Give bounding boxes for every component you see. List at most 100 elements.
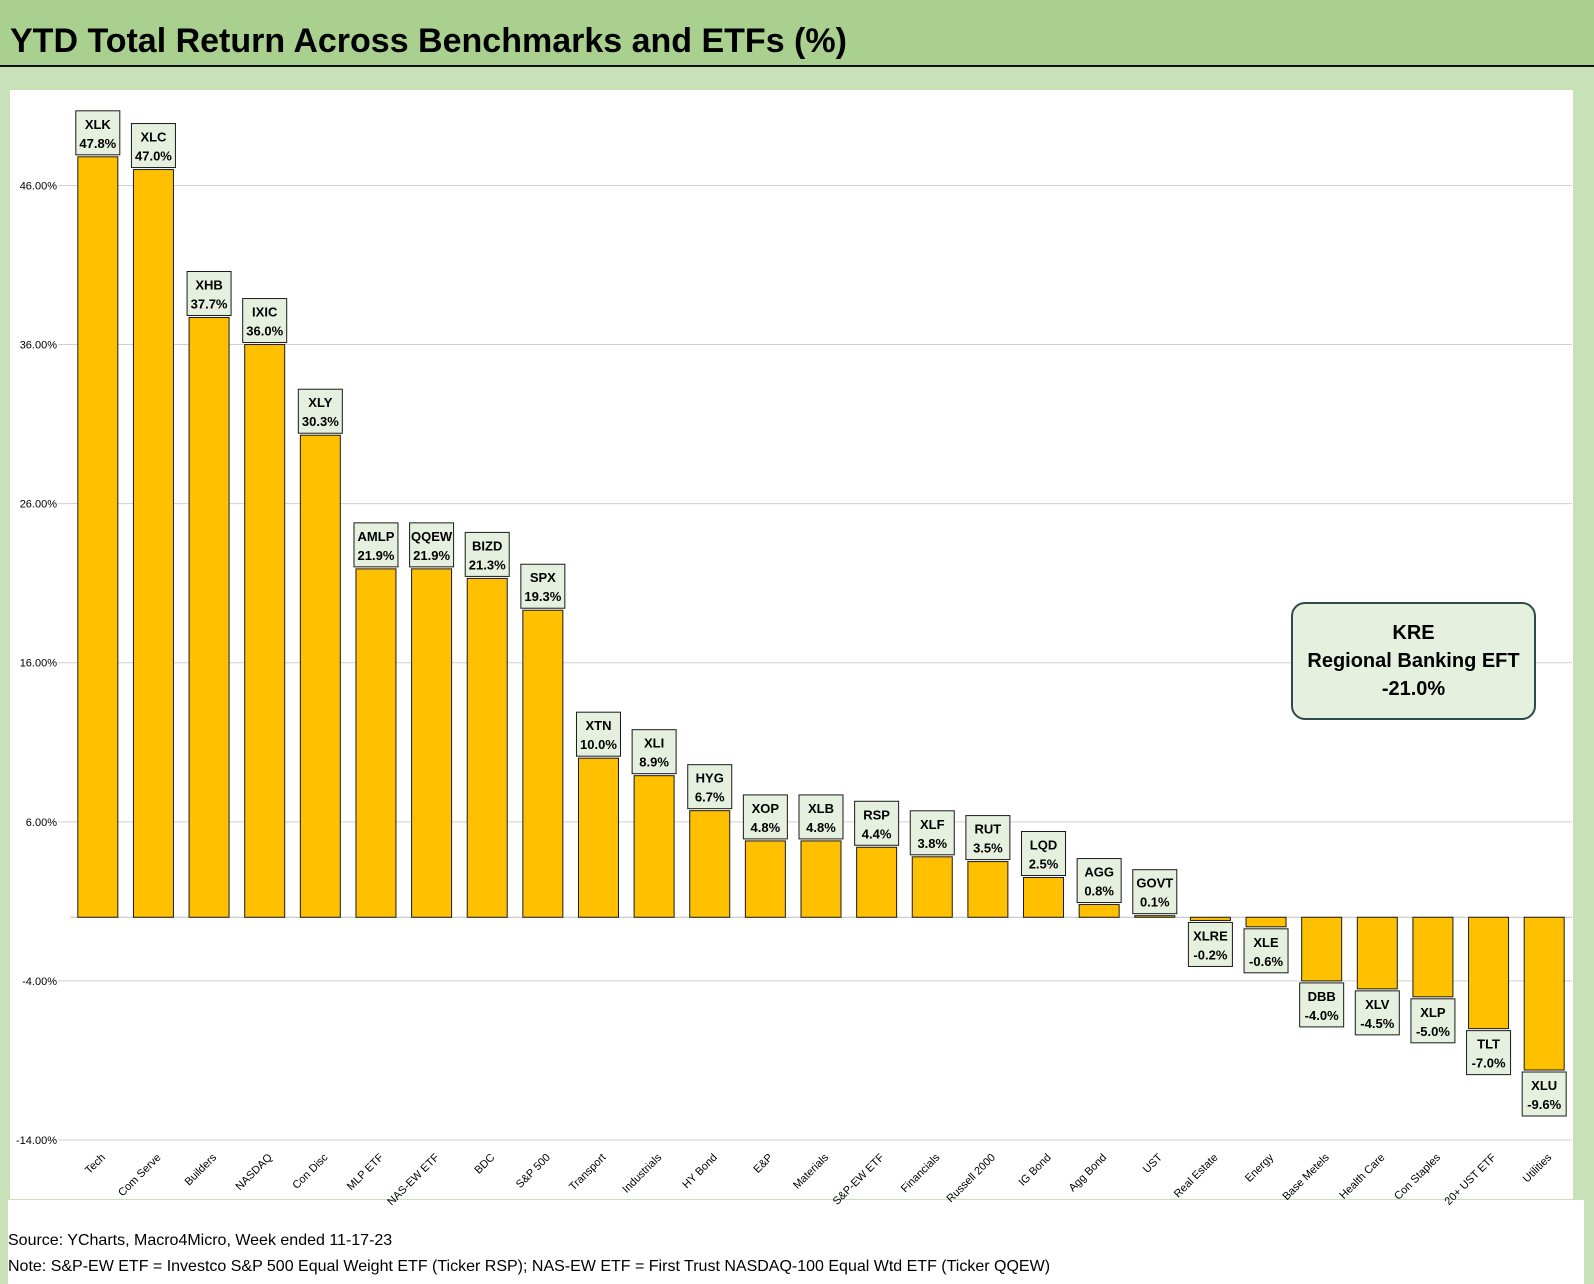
data-label-ticker: XLV (1365, 997, 1390, 1012)
data-label-box (1466, 1030, 1512, 1076)
bar (411, 568, 453, 918)
bar (856, 846, 898, 918)
bar (911, 856, 953, 918)
y-tick-label: 46.00% (20, 180, 58, 192)
data-label-box (297, 388, 343, 434)
x-tick-label: IG Bond (1017, 1152, 1054, 1189)
data-label-value: 36.0% (246, 324, 283, 339)
data-label-ticker: XLU (1531, 1078, 1557, 1093)
data-label-ticker: QQEW (411, 529, 453, 544)
y-tick-label: -14.00% (16, 1135, 57, 1147)
bar (188, 317, 230, 918)
footer (8, 1200, 1584, 1284)
data-label-box (242, 298, 288, 344)
bar (1078, 904, 1120, 918)
data-label-ticker: LQD (1030, 838, 1057, 853)
x-tick-label: UST (1141, 1151, 1165, 1175)
bar (355, 568, 397, 918)
data-label-ticker: XLP (1420, 1005, 1446, 1020)
data-label-value: -9.6% (1527, 1097, 1561, 1112)
bar (744, 840, 786, 918)
data-label-box (353, 522, 399, 568)
x-tick-label: Agg Bond (1067, 1152, 1110, 1195)
kre-callout-name: Regional Banking EFT (1307, 650, 1520, 672)
data-label-box (409, 522, 455, 568)
y-tick-label: 6.00% (26, 817, 57, 829)
bar (77, 156, 119, 918)
data-label-value: 0.8% (1084, 884, 1114, 899)
x-tick-label: Con Disc (290, 1151, 330, 1191)
bar (466, 577, 508, 918)
data-label-value: -0.6% (1249, 954, 1283, 969)
data-label-ticker: XLY (308, 395, 332, 410)
data-label-value: 4.8% (751, 820, 781, 835)
data-label-value: 4.4% (862, 826, 892, 841)
data-label-ticker: IXIC (252, 305, 278, 320)
data-label-box (520, 563, 566, 609)
data-label-ticker: GOVT (1136, 876, 1173, 891)
data-label-value: 19.3% (524, 589, 561, 604)
data-label-value: 21.9% (413, 548, 450, 563)
x-tick-label: HY Bond (680, 1152, 719, 1191)
data-label-box (854, 800, 900, 846)
data-label-box (1354, 990, 1400, 1036)
data-label-ticker: RSP (863, 807, 890, 822)
bar (1134, 915, 1176, 918)
data-label-box (1521, 1071, 1567, 1117)
bar (1023, 877, 1065, 918)
data-label-value: 21.3% (469, 557, 506, 572)
data-label-ticker: TLT (1477, 1037, 1500, 1052)
kre-callout: KRE Regional Banking EFT -21.0% (1291, 602, 1536, 720)
data-label-value: 2.5% (1029, 857, 1059, 872)
data-label-value: 8.9% (639, 755, 669, 770)
x-tick-label: 20+ UST ETF (1443, 1151, 1499, 1207)
x-tick-label: Base Metels (1281, 1151, 1333, 1203)
bar (633, 775, 675, 918)
x-tick-label: Tech (83, 1152, 108, 1177)
x-tick-label: Health Care (1337, 1152, 1387, 1202)
data-label-ticker: XTN (585, 718, 611, 733)
chart-title: YTD Total Return Across Benchmarks and E… (10, 22, 847, 60)
data-label-box (1187, 921, 1233, 967)
source-note: Source: YCharts, Macro4Micro, Week ended… (8, 1232, 393, 1249)
data-label-ticker: XLC (140, 130, 167, 145)
bar (244, 344, 286, 918)
data-label-box (1021, 831, 1067, 876)
data-label-box (965, 815, 1011, 861)
data-label-box (798, 794, 844, 840)
x-tick-label: MLP ETF (345, 1151, 386, 1192)
kre-callout-value: -21.0% (1381, 678, 1446, 700)
x-tick-label: NAS-EW ETF (385, 1151, 442, 1208)
data-label-ticker: XOP (752, 801, 780, 816)
data-label-box (687, 764, 733, 810)
bar (689, 810, 731, 918)
bar (967, 861, 1009, 918)
data-label-ticker: AMLP (358, 529, 395, 544)
y-tick-label: 26.00% (20, 499, 58, 511)
x-tick-label: Energy (1243, 1151, 1276, 1184)
bar (299, 434, 341, 918)
data-label-ticker: SPX (530, 570, 556, 585)
data-label-value: -5.0% (1416, 1024, 1450, 1039)
x-tick-label: Transport (567, 1152, 608, 1193)
data-label-ticker: XLI (644, 736, 664, 751)
data-label-value: 4.8% (806, 820, 836, 835)
data-label-ticker: BIZD (472, 538, 502, 553)
data-label-ticker: XHB (195, 278, 222, 293)
data-label-box (130, 123, 176, 169)
data-label-value: -0.2% (1193, 947, 1227, 962)
data-label-value: 30.3% (302, 414, 339, 429)
bar (577, 757, 619, 918)
data-label-ticker: HYG (696, 771, 724, 786)
data-label-box (186, 271, 232, 316)
data-label-box (1410, 998, 1456, 1044)
bar (1356, 916, 1398, 990)
data-label-box (1076, 858, 1122, 904)
data-label-box (742, 794, 788, 840)
title-bar: YTD Total Return Across Benchmarks and E… (0, 0, 1594, 67)
data-label-ticker: XLF (920, 817, 945, 832)
x-tick-label: BDC (472, 1152, 497, 1177)
data-label-ticker: XLRE (1193, 928, 1228, 943)
data-label-box (1243, 928, 1289, 974)
